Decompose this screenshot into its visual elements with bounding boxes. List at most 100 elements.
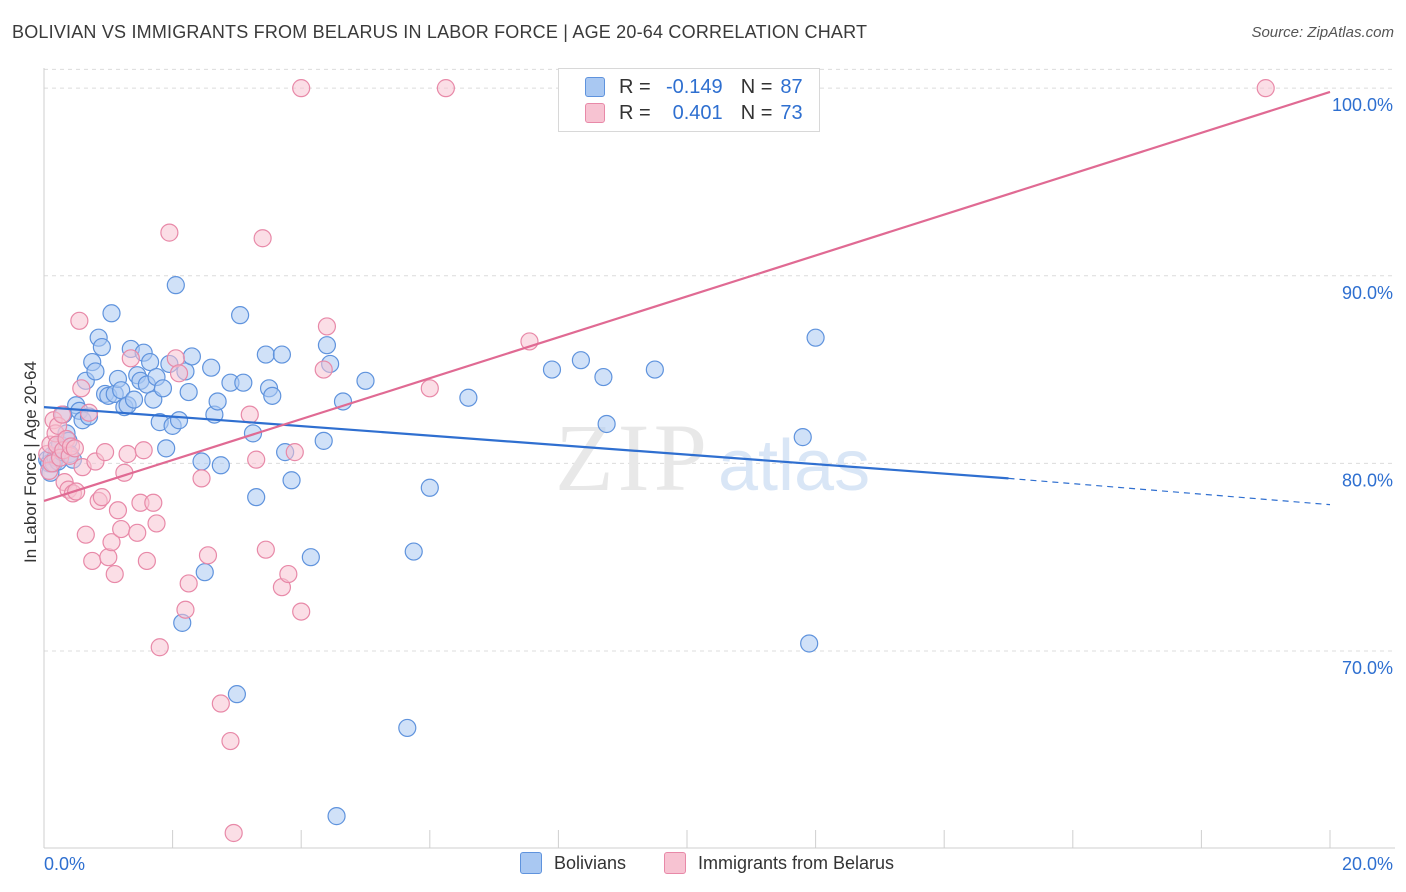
bolivians-point	[272, 345, 292, 364]
bolivians-point	[92, 337, 111, 357]
belarus-point	[420, 379, 439, 398]
belarus-point	[240, 405, 259, 424]
belarus-point	[221, 731, 240, 751]
legend-n-value: 73	[780, 101, 803, 124]
legend-r-value: 0.401	[672, 101, 723, 124]
belarus-point	[160, 223, 179, 242]
belarus-point	[292, 79, 311, 98]
belarus-point	[108, 501, 128, 520]
belarus-point	[211, 694, 230, 713]
bottom-legend: Bolivians Immigrants from Belarus	[0, 852, 1406, 878]
belarus-point	[147, 514, 166, 533]
belarus-point	[256, 540, 275, 559]
bolivians-point	[140, 352, 160, 372]
belarus-point	[317, 317, 337, 336]
bolivians-point	[301, 548, 320, 567]
bolivians-point	[192, 452, 211, 471]
source-credit: Source: ZipAtlas.com	[1251, 24, 1394, 41]
bolivians-point	[597, 414, 616, 434]
bolivians-point	[124, 390, 144, 409]
bottom-legend-item-belarus: Immigrants from Belarus	[664, 852, 894, 874]
legend-row-bolivians: R = -0.149 N = 87	[585, 75, 803, 99]
belarus-point	[285, 443, 304, 462]
legend-row-belarus: R = 0.401 N = 73	[585, 101, 803, 125]
belarus-point	[118, 444, 137, 464]
bolivians-point	[202, 358, 221, 377]
belarus-point	[166, 349, 185, 368]
watermark-zip: ZIP	[555, 404, 711, 511]
axis-layer	[43, 68, 1395, 849]
x-tick-label: 20.0%	[1342, 854, 1393, 874]
belarus-point	[72, 379, 91, 398]
bottom-legend-swatch-belarus	[664, 852, 686, 874]
bolivians-point	[793, 428, 812, 447]
bottom-legend-label: Immigrants from Belarus	[698, 852, 895, 873]
bolivians-point	[317, 336, 337, 355]
bolivians-point	[800, 634, 819, 653]
bolivians-point	[166, 276, 185, 295]
bolivians-point	[211, 456, 230, 475]
belarus-point	[224, 823, 243, 843]
y-tick-label: 100.0%	[1332, 95, 1393, 115]
bolivians-point	[420, 478, 439, 497]
belarus-point	[247, 450, 266, 469]
belarus-point	[92, 488, 111, 507]
bolivians-point	[459, 388, 478, 407]
belarus-point	[112, 519, 131, 539]
belarus-point	[279, 564, 298, 584]
belarus-trend-line	[43, 90, 1331, 502]
legend-n-label: N =	[740, 75, 773, 98]
belarus-point	[1256, 79, 1275, 98]
tick-labels: 70.0% 80.0% 90.0% 100.0% 0.0% 20.0%	[44, 95, 1393, 874]
belarus-point	[65, 439, 84, 458]
bolivians-point	[179, 382, 198, 402]
x-tick-label: 0.0%	[44, 854, 85, 874]
bolivians-point	[169, 411, 189, 430]
bolivians-point	[356, 371, 375, 390]
bolivians-point	[806, 328, 825, 347]
grid-layer	[44, 68, 1395, 652]
bolivians-point	[398, 718, 417, 738]
y-tick-label: 80.0%	[1342, 470, 1393, 490]
bottom-legend-item-bolivians: Bolivians	[520, 852, 626, 874]
belarus-point	[76, 525, 95, 544]
bolivians-point	[86, 362, 105, 381]
belarus-point	[99, 548, 118, 567]
bolivians-point	[247, 488, 266, 507]
bolivians-point	[404, 542, 423, 561]
legend-r-label: R =	[619, 75, 651, 98]
belarus-point	[52, 405, 72, 424]
legend-n-label: N =	[740, 101, 773, 124]
bolivians-trend-extension	[1008, 477, 1331, 506]
y-tick-label: 70.0%	[1342, 658, 1393, 678]
bolivians-point	[263, 386, 282, 405]
belarus-point	[79, 403, 99, 422]
bolivians-point	[231, 306, 250, 325]
belarus-point	[134, 441, 153, 460]
belarus-point	[179, 574, 198, 593]
legend-swatch-belarus	[585, 103, 605, 123]
bolivians-point	[333, 392, 353, 411]
legend-n-value: 87	[780, 75, 803, 98]
bolivians-point	[645, 360, 664, 379]
legend-box: R = -0.149 N = 87 R = 0.401 N = 73	[558, 68, 820, 132]
chart-title: BOLIVIAN VS IMMIGRANTS FROM BELARUS IN L…	[12, 22, 868, 42]
belarus-point	[137, 551, 156, 571]
bolivians-point	[234, 373, 253, 392]
belarus-point	[83, 551, 102, 571]
belarus-point	[150, 638, 169, 657]
belarus-point	[192, 469, 211, 488]
belarus-point	[102, 533, 121, 552]
belarus-point	[169, 364, 189, 383]
y-tick-label: 90.0%	[1342, 283, 1393, 303]
belarus-point	[128, 523, 147, 542]
y-axis-label-container: In Labor Force | Age 20-64	[16, 0, 46, 892]
bottom-legend-swatch-bolivians	[520, 852, 542, 874]
bolivians-point	[208, 392, 227, 411]
bolivians-point	[282, 471, 301, 490]
bolivians-point	[182, 347, 201, 366]
points-layer	[38, 79, 1275, 843]
belarus-point	[198, 546, 218, 565]
y-axis-label: In Labor Force | Age 20-64	[21, 361, 40, 563]
